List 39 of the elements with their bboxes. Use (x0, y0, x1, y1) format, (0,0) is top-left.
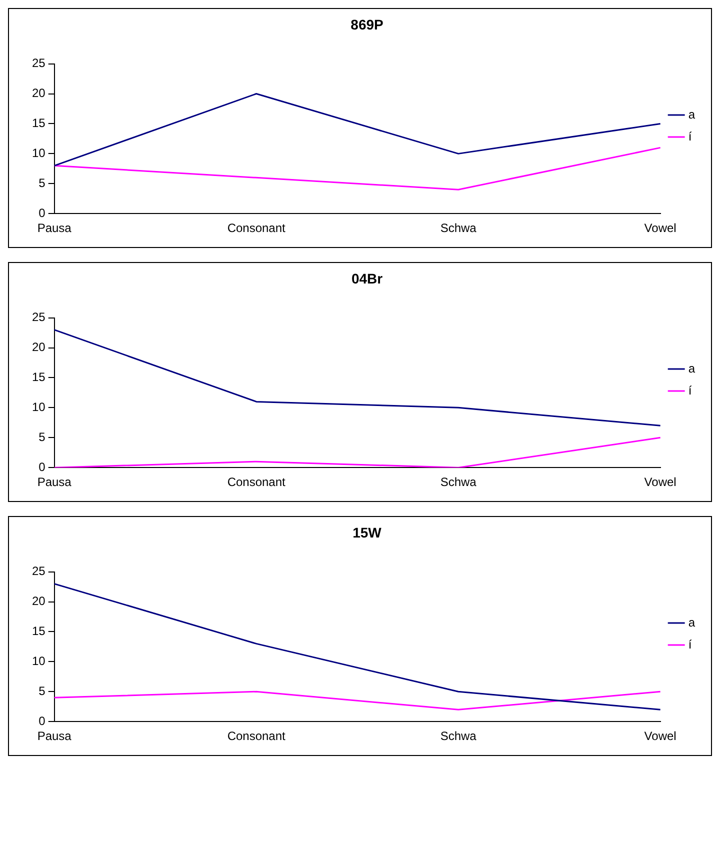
y-tick-label: 20 (32, 86, 46, 100)
chart-title: 15W (352, 524, 382, 540)
y-tick-label: 25 (32, 564, 46, 578)
x-tick-label: Consonant (227, 475, 286, 490)
x-tick-label: Schwa (440, 221, 477, 236)
y-tick-label: 25 (32, 310, 46, 324)
legend-label: a (688, 615, 696, 630)
y-tick-label: 0 (38, 714, 46, 728)
x-tick-label: Schwa (440, 475, 477, 490)
x-tick-label: Pausa (37, 475, 72, 490)
y-tick-label: 5 (38, 176, 46, 190)
y-tick-label: 10 (32, 146, 46, 160)
y-tick-label: 20 (32, 340, 46, 354)
x-tick-label: Schwa (440, 729, 477, 744)
y-tick-label: 20 (32, 594, 46, 608)
y-tick-label: 0 (38, 206, 46, 220)
x-tick-label: Vowel (644, 475, 676, 490)
y-tick-label: 10 (32, 654, 46, 668)
y-tick-label: 15 (32, 116, 46, 130)
y-tick-label: 0 (38, 460, 46, 474)
legend-label: í (688, 383, 692, 398)
x-tick-label: Consonant (227, 729, 286, 744)
y-tick-label: 5 (38, 684, 46, 698)
x-tick-label: Consonant (227, 221, 286, 236)
legend-label: a (688, 361, 696, 376)
x-tick-label: Pausa (37, 221, 72, 236)
y-tick-label: 5 (38, 430, 46, 444)
x-tick-label: Vowel (644, 729, 676, 744)
x-tick-label: Vowel (644, 221, 676, 236)
x-tick-label: Pausa (37, 729, 72, 744)
chart-title: 04Br (351, 270, 384, 286)
legend-label: í (688, 637, 692, 652)
y-tick-label: 10 (32, 400, 46, 414)
y-tick-label: 25 (32, 56, 46, 70)
legend-label: í (688, 129, 692, 144)
legend-label: a (688, 107, 696, 122)
y-tick-label: 15 (32, 370, 46, 384)
chart-title: 869P (350, 16, 384, 32)
y-tick-label: 15 (32, 624, 46, 638)
